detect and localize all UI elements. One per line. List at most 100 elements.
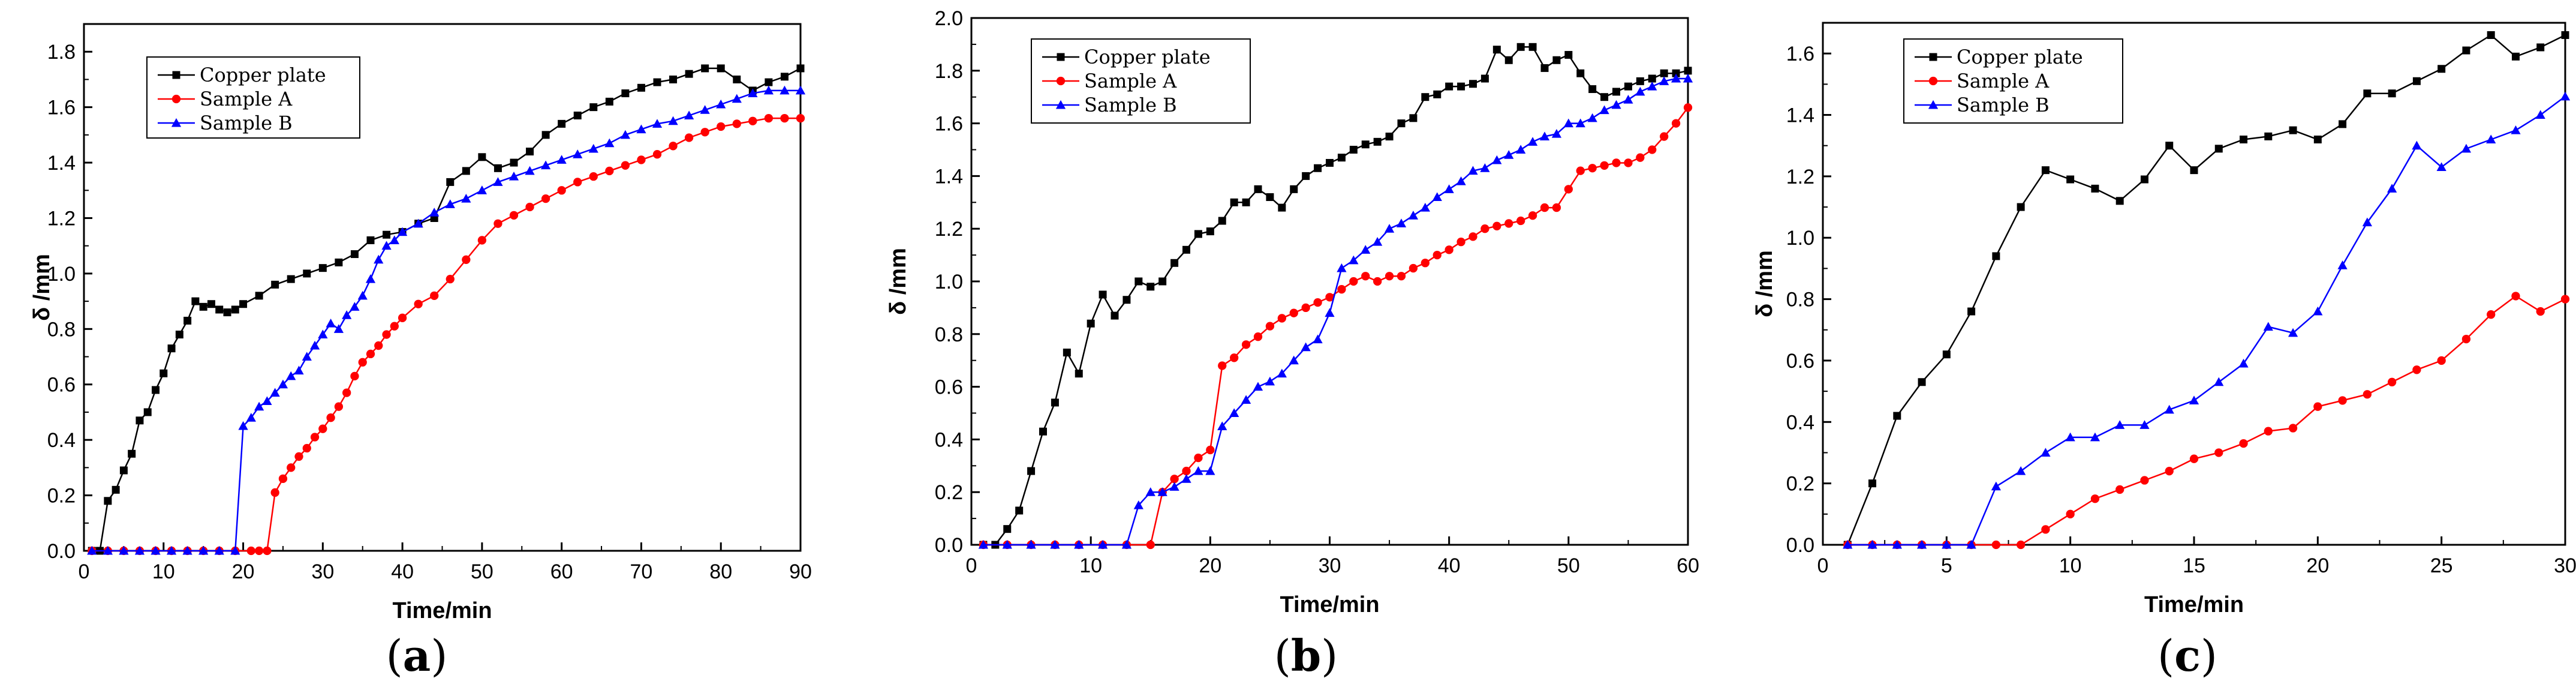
x-tick-label: 0 xyxy=(79,560,90,583)
y-tick-label: 0.4 xyxy=(47,429,76,452)
data-point xyxy=(398,313,407,322)
data-point xyxy=(2190,166,2198,175)
data-point xyxy=(413,218,423,228)
y-tick-label: 1.6 xyxy=(47,97,76,119)
data-point xyxy=(2289,126,2297,134)
data-point xyxy=(1253,382,1263,391)
y-tick-label: 1.0 xyxy=(1786,227,1814,250)
data-point xyxy=(1157,487,1167,496)
data-point xyxy=(2016,466,2026,475)
data-point xyxy=(230,545,240,555)
data-point xyxy=(1002,539,1012,549)
data-point xyxy=(2511,52,2520,61)
legend-marker xyxy=(1929,53,1937,61)
data-point xyxy=(119,545,129,555)
y-tick-label: 0.0 xyxy=(47,540,76,563)
data-point xyxy=(1433,90,1442,98)
data-point xyxy=(2560,91,2571,101)
y-tick-label: 0.0 xyxy=(935,534,963,557)
data-point xyxy=(2362,217,2372,227)
data-point xyxy=(270,388,280,397)
data-point xyxy=(1146,540,1155,550)
data-point xyxy=(1942,539,1952,549)
data-point xyxy=(796,113,805,123)
x-tick-label: 40 xyxy=(1438,554,1461,577)
legend-marker xyxy=(172,71,180,79)
data-point xyxy=(1314,164,1322,172)
data-point xyxy=(1576,69,1585,77)
data-point xyxy=(1992,252,2000,260)
series-line xyxy=(92,89,801,552)
data-point xyxy=(318,424,327,433)
data-point xyxy=(152,386,160,394)
data-point xyxy=(294,452,303,461)
legend-label: Sample A xyxy=(200,88,293,110)
data-point xyxy=(1456,176,1466,185)
data-point xyxy=(334,402,344,411)
data-point xyxy=(358,358,367,367)
data-point xyxy=(429,208,440,217)
data-point xyxy=(716,99,726,109)
data-point xyxy=(2214,377,2224,386)
data-point xyxy=(795,85,806,95)
data-point xyxy=(2387,184,2397,193)
data-point xyxy=(1181,474,1191,483)
data-point xyxy=(287,275,295,283)
data-point xyxy=(604,138,615,148)
data-point xyxy=(685,70,693,78)
data-point xyxy=(1050,539,1060,549)
series-line xyxy=(92,117,801,552)
x-tick-label: 60 xyxy=(1677,554,1699,577)
data-point xyxy=(1421,259,1430,268)
data-point xyxy=(239,300,248,308)
data-point xyxy=(2461,143,2472,153)
data-point xyxy=(1588,85,1597,94)
data-point xyxy=(1671,119,1681,128)
data-point xyxy=(1217,421,1227,430)
x-tick-label: 10 xyxy=(152,560,175,583)
data-point xyxy=(1182,245,1190,254)
panel-caption: (b) xyxy=(1274,630,1338,681)
data-point xyxy=(1218,217,1226,225)
data-point xyxy=(1241,340,1251,349)
data-point xyxy=(430,291,439,301)
data-point xyxy=(1528,211,1537,220)
data-point xyxy=(1409,263,1418,273)
data-point xyxy=(780,85,790,95)
data-point xyxy=(1916,539,1927,549)
x-axis-title: Time/min xyxy=(2144,592,2244,617)
data-point xyxy=(1660,69,1668,77)
data-point xyxy=(262,396,272,405)
data-point xyxy=(223,308,231,317)
data-point xyxy=(1396,218,1407,227)
data-point xyxy=(207,300,215,308)
y-tick-label: 1.4 xyxy=(935,165,963,188)
data-point xyxy=(2066,175,2075,184)
data-point xyxy=(700,128,709,137)
data-point xyxy=(1087,319,1095,328)
data-point xyxy=(541,194,550,203)
data-point xyxy=(1170,475,1179,484)
caption-letter: b xyxy=(1291,630,1321,681)
data-point xyxy=(167,344,176,353)
y-tick-label: 0.8 xyxy=(1786,289,1814,311)
data-point xyxy=(333,324,344,333)
legend-box xyxy=(146,56,360,139)
data-point xyxy=(2264,132,2273,140)
data-point xyxy=(254,546,264,556)
data-point xyxy=(2239,439,2248,448)
data-point xyxy=(1193,466,1203,475)
data-point xyxy=(748,116,757,125)
data-point xyxy=(238,421,248,430)
data-point xyxy=(653,78,661,86)
y-axis-title: δ /mm xyxy=(1752,250,1777,317)
data-point xyxy=(1612,158,1621,167)
data-point xyxy=(1480,74,1489,83)
y-tick-label: 2.0 xyxy=(935,7,963,30)
data-point xyxy=(1313,334,1323,344)
data-point xyxy=(2339,120,2347,128)
data-point xyxy=(669,142,678,151)
data-point xyxy=(1169,482,1179,491)
data-point xyxy=(764,113,774,123)
